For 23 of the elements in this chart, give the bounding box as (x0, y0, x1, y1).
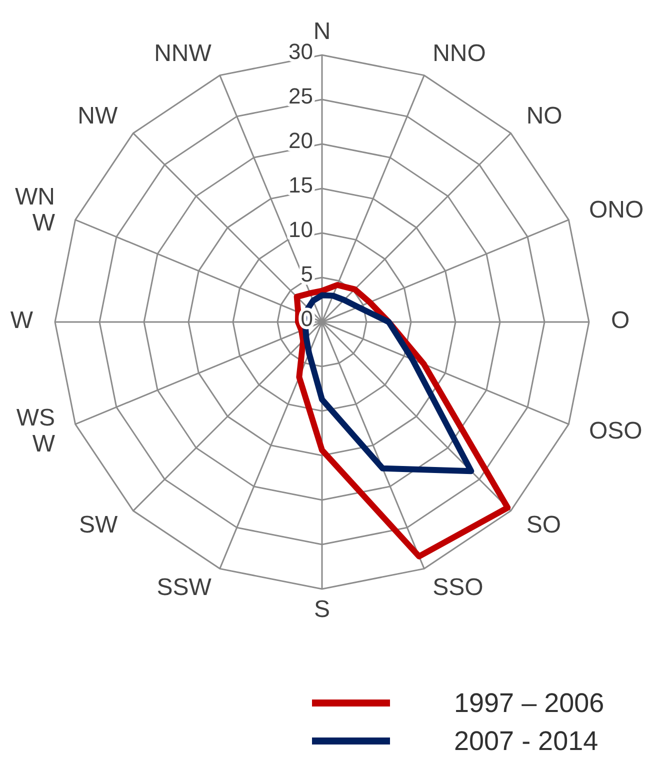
y-tick-label: 15 (288, 172, 313, 198)
spoke-label: NW (78, 102, 118, 130)
spoke-label: NNW (154, 40, 212, 67)
spoke-label: SSO (432, 574, 484, 601)
spoke-label: NO (526, 102, 562, 130)
y-tick-label: 30 (288, 39, 313, 64)
spoke-label: SO (526, 511, 562, 538)
spoke-label: O (611, 307, 630, 334)
y-tick-label: 25 (288, 84, 313, 108)
spoke-label: S (314, 596, 330, 623)
legend-label: 1997 – 2006 (454, 688, 606, 718)
spoke-label: SSW (156, 574, 212, 601)
y-tick-label: 20 (288, 128, 313, 153)
spoke-label: ONO (589, 196, 644, 224)
spoke-label: OSO (589, 418, 642, 445)
y-tick-label: 10 (288, 217, 313, 242)
spoke-label: N (313, 18, 331, 45)
spoke-label: W (10, 307, 34, 334)
legend-label: 2007 - 2014 (454, 726, 600, 756)
spoke-label: WSW (16, 404, 56, 458)
spoke-label: WNW (15, 183, 56, 236)
spoke-label: NNO (432, 40, 486, 67)
spoke-label: SW (78, 511, 118, 538)
